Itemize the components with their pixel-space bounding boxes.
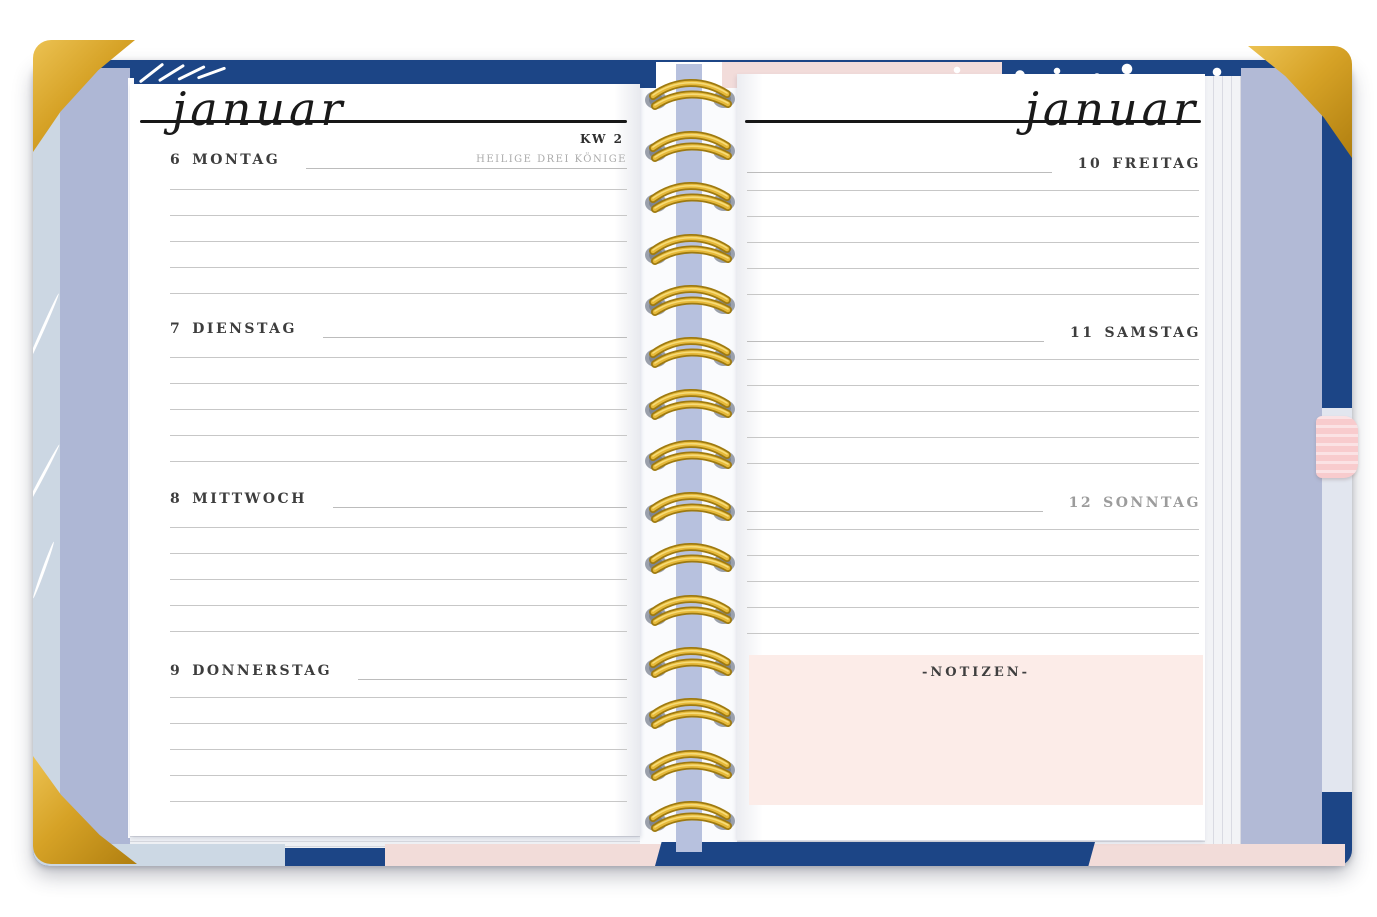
day-number: 6 xyxy=(170,152,183,168)
spiral-coil xyxy=(644,76,736,118)
day-header-rule xyxy=(747,341,1044,342)
spiral-coil xyxy=(644,282,736,324)
day-name: DONNERSTAG xyxy=(192,663,333,679)
white-arc-decor xyxy=(33,443,60,517)
day-row-sonntag: 12 SONNTAG xyxy=(747,495,1201,515)
day-number: 7 xyxy=(170,321,183,337)
page-block-edge-right xyxy=(1241,68,1322,850)
white-arc-decor xyxy=(33,292,60,368)
day-number: 8 xyxy=(170,491,183,507)
day-row-samstag: 11 SAMSTAG xyxy=(747,325,1201,345)
day-name: FREITAG xyxy=(1112,156,1201,172)
ruled-lines-freitag xyxy=(747,190,1199,295)
week-label: KW 2 xyxy=(579,132,624,146)
ruled-lines-samstag xyxy=(747,359,1199,464)
spiral-coil xyxy=(644,179,736,221)
spiral-coil xyxy=(644,695,736,737)
spiral-coil xyxy=(644,386,736,428)
spiral-coil xyxy=(644,334,736,376)
month-script-left: januar xyxy=(172,82,347,136)
day-header-rule xyxy=(358,679,627,680)
right-page: januar 10 FREITAG 11 SAMSTAG 12 SONNTAG … xyxy=(737,74,1205,840)
day-number: 12 xyxy=(1068,495,1094,511)
day-header-rule xyxy=(332,507,627,508)
spiral-coil xyxy=(644,592,736,634)
left-page: januar KW 2 6 MONTAG HEILIGE DREI KÖNIGE… xyxy=(130,84,640,836)
day-header-rule: HEILIGE DREI KÖNIGE xyxy=(306,154,627,169)
day-number: 10 xyxy=(1077,156,1103,172)
white-arc-decor xyxy=(33,541,56,599)
day-header-rule xyxy=(747,511,1043,512)
month-script-right: januar xyxy=(1024,82,1199,136)
header-rule-right xyxy=(745,120,1201,123)
page-stack-edge-right xyxy=(1205,76,1241,844)
day-row-dienstag: 7 DIENSTAG xyxy=(170,321,627,341)
notes-box: -NOTIZEN- xyxy=(749,655,1203,805)
holiday-note: HEILIGE DREI KÖNIGE xyxy=(476,154,627,165)
day-name: SONNTAG xyxy=(1103,495,1201,511)
day-header-rule xyxy=(747,172,1052,173)
day-name: MITTWOCH xyxy=(192,491,307,507)
spiral-coil xyxy=(644,489,736,531)
spiral-coil xyxy=(644,644,736,686)
spiral-coil xyxy=(644,540,736,582)
day-number: 11 xyxy=(1069,325,1095,341)
ruled-lines-donnerstag xyxy=(170,697,627,802)
cover-bottom-navy-bar xyxy=(655,842,1095,866)
day-row-freitag: 10 FREITAG xyxy=(747,156,1201,176)
ruled-lines-mittwoch xyxy=(170,527,627,632)
cover-front-edge-left xyxy=(33,60,60,866)
header-rule-left xyxy=(140,120,627,123)
spiral-coil xyxy=(644,437,736,479)
day-name: DIENSTAG xyxy=(192,321,297,337)
day-number: 9 xyxy=(170,663,183,679)
day-row-mittwoch: 8 MITTWOCH xyxy=(170,491,627,511)
spiral-binding xyxy=(644,76,736,856)
ruled-lines-montag xyxy=(170,189,627,294)
spiral-coil xyxy=(644,128,736,170)
ruled-lines-sonntag xyxy=(747,529,1199,634)
ruled-lines-dienstag xyxy=(170,357,627,462)
pen-loop xyxy=(1316,416,1358,478)
page-block-edge-left xyxy=(60,68,130,848)
day-name: MONTAG xyxy=(192,152,281,168)
notes-label: -NOTIZEN- xyxy=(921,665,1031,680)
spiral-coil xyxy=(644,798,736,840)
day-row-montag: 6 MONTAG HEILIGE DREI KÖNIGE xyxy=(170,152,627,172)
spiral-coil xyxy=(644,231,736,273)
day-header-rule xyxy=(323,337,627,338)
day-name: SAMSTAG xyxy=(1104,325,1201,341)
spiral-coil xyxy=(644,747,736,789)
day-row-donnerstag: 9 DONNERSTAG xyxy=(170,663,627,683)
